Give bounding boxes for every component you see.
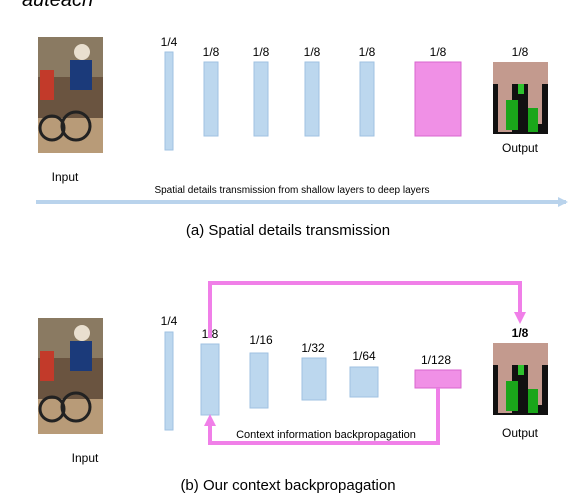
input-photo-a: [38, 37, 103, 153]
feature-map-b-2: [200, 343, 220, 416]
layer-label-b-3: 1/16: [249, 333, 273, 347]
caption-a: (a) Spatial details transmission: [186, 222, 390, 239]
layer-label-b-7: 1/8: [512, 326, 529, 340]
feature-map-a-2: [203, 61, 219, 137]
layer-label-a-2: 1/8: [203, 45, 220, 59]
feature-map-a-1: [164, 51, 174, 151]
panel-a: Input Output 1/4 1/8 1/8 1/8 1/8 1/8 1/8…: [36, 35, 568, 239]
header-fragment: auteach: [22, 0, 93, 11]
output-segmentation-b: [493, 343, 548, 415]
layer-label-a-1: 1/4: [161, 35, 178, 49]
panel-b: Input Output 1/4 1/8 1/16 1/32 1/64 1/12…: [38, 281, 548, 494]
backpropagation-arrow-label: Context information backpropagation: [236, 429, 416, 441]
feature-map-a-5: [359, 61, 375, 137]
feature-map-a-4: [304, 61, 320, 137]
input-label-b: Input: [72, 451, 99, 465]
layer-label-a-6: 1/8: [430, 45, 447, 59]
layer-label-b-1: 1/4: [161, 314, 178, 328]
feature-map-b-4: [301, 357, 327, 401]
feature-map-b-3: [249, 352, 269, 409]
layer-label-b-4: 1/32: [301, 341, 325, 355]
feature-map-b-6-highlight: [414, 369, 462, 389]
layer-label-b-5: 1/64: [352, 349, 376, 363]
feature-map-b-5: [349, 366, 379, 398]
layer-label-b-6: 1/128: [421, 353, 451, 367]
feature-map-b-1: [164, 331, 174, 431]
layer-label-a-7: 1/8: [512, 45, 529, 59]
input-label-a: Input: [52, 170, 79, 184]
output-label-a: Output: [502, 141, 539, 155]
feature-map-a-3: [253, 61, 269, 137]
output-label-b: Output: [502, 426, 539, 440]
backpropagation-arrow: [204, 388, 440, 445]
layer-label-a-3: 1/8: [253, 45, 270, 59]
layer-label-a-5: 1/8: [359, 45, 376, 59]
caption-b: (b) Our context backpropagation: [180, 477, 395, 494]
feature-map-a-6-highlight: [414, 61, 462, 137]
layer-label-a-4: 1/8: [304, 45, 321, 59]
transmission-arrow-label: Spatial details transmission from shallo…: [154, 185, 429, 196]
skip-connection-arrow: [208, 281, 526, 338]
output-segmentation-a: [493, 62, 548, 134]
input-photo-b: [38, 318, 103, 434]
